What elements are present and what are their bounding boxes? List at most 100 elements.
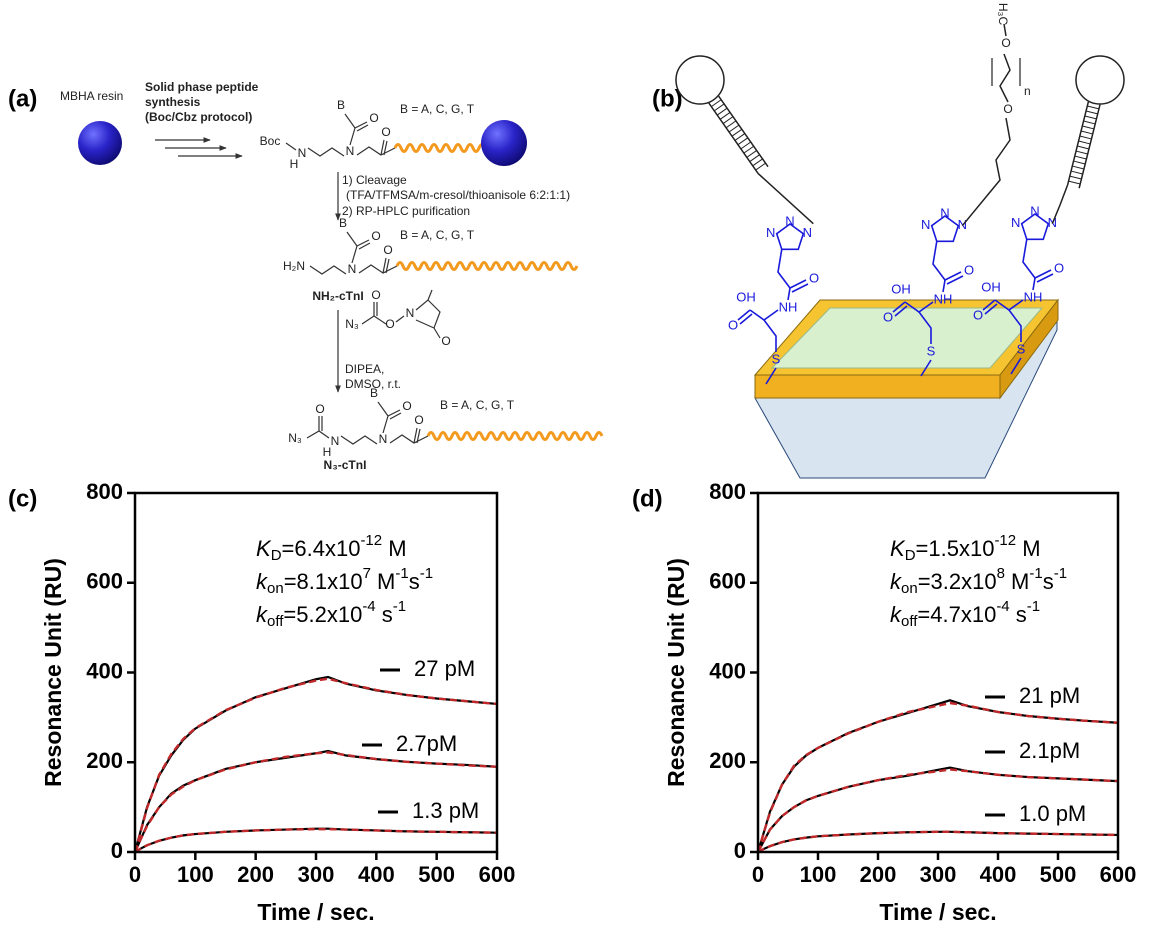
label: H <box>290 157 299 171</box>
x-tick-label: 200 <box>860 862 897 887</box>
bond <box>309 265 347 275</box>
x-tick-label: 0 <box>752 862 764 887</box>
label: (a) <box>8 85 37 112</box>
label: 1) Cleavage <box>342 173 407 187</box>
bond <box>791 283 809 293</box>
annotation-part: off <box>901 613 918 630</box>
bond <box>356 124 369 132</box>
bond <box>361 315 387 325</box>
bond <box>737 137 749 146</box>
resin-bead <box>78 121 122 165</box>
bond <box>1075 150 1088 155</box>
bond <box>944 271 962 281</box>
bond <box>722 116 734 124</box>
annotation-part: M <box>382 536 406 561</box>
bond <box>749 309 779 321</box>
annotation-part: M <box>1016 536 1040 561</box>
bond <box>389 434 429 444</box>
x-tick-label: 400 <box>980 862 1017 887</box>
bond <box>713 103 725 112</box>
annotation-part: -1 <box>393 598 406 615</box>
label: B <box>339 216 347 230</box>
annotation-part: 8 <box>997 565 1005 582</box>
y-tick-label: 800 <box>86 479 123 504</box>
label: N <box>346 144 355 158</box>
bond <box>711 99 722 108</box>
annotation-part: -1 <box>1054 565 1067 582</box>
label: N <box>298 146 307 160</box>
annotation-part: -4 <box>362 598 375 615</box>
legend-label: 27 pM <box>414 656 475 681</box>
bond <box>1034 269 1052 279</box>
label: DMSO, r.t. <box>345 377 401 391</box>
bond <box>1008 309 1022 342</box>
bond <box>427 289 433 301</box>
annotation-part: =5.2x10 <box>283 602 362 627</box>
y-tick-label: 200 <box>709 748 746 773</box>
y-tick-label: 600 <box>709 569 746 594</box>
bond <box>1074 155 1087 160</box>
label: O <box>383 243 392 257</box>
bond <box>749 154 760 162</box>
label: N <box>1030 203 1039 218</box>
legend-label: 1.3 pM <box>412 798 479 823</box>
label: Solid phase peptide <box>145 80 259 94</box>
annotation-part: on <box>267 580 284 597</box>
label: OH <box>981 279 1001 294</box>
bond <box>1073 160 1086 165</box>
label: N <box>803 225 812 240</box>
bond <box>789 279 807 289</box>
bond <box>716 107 728 116</box>
annotation-part: =8.1x10 <box>284 569 363 594</box>
bond <box>433 327 441 339</box>
bond <box>718 95 769 168</box>
bond <box>1085 110 1098 115</box>
bond <box>395 315 405 323</box>
series-line <box>756 699 1119 853</box>
label: NH <box>779 299 798 314</box>
annotation-part: -1 <box>420 565 433 582</box>
pna-strand <box>393 143 487 153</box>
bond <box>737 309 751 321</box>
label: H <box>323 445 332 459</box>
annotation-part: 7 <box>363 565 371 582</box>
annotation: kon=3.2x108 M-1s-1 <box>890 565 1067 597</box>
label: OH <box>736 289 756 304</box>
bond <box>1083 120 1096 125</box>
annotation-part: M <box>1005 569 1029 594</box>
bond <box>982 299 996 311</box>
label: OH <box>891 281 911 296</box>
gold-front <box>754 374 1001 399</box>
label: n <box>1024 84 1031 98</box>
label: O <box>402 399 411 413</box>
bond <box>894 305 908 317</box>
y-tick-label: 800 <box>709 479 746 504</box>
bond <box>340 435 378 445</box>
annotation-part: =6.4x10 <box>282 536 361 561</box>
annotation-part: s <box>1043 569 1054 594</box>
x-tick-label: 300 <box>298 862 335 887</box>
y-tick-label: 200 <box>86 748 123 773</box>
label: O <box>964 262 974 277</box>
x-tick-label: 200 <box>237 862 274 887</box>
bond <box>1080 130 1093 135</box>
series-line <box>757 830 1119 854</box>
label: N₃-cTnI <box>324 458 367 472</box>
bond <box>285 142 297 151</box>
bond <box>1072 165 1085 170</box>
label: H₃C <box>996 3 1010 26</box>
label: O <box>973 307 983 322</box>
bond <box>932 241 946 281</box>
series-line <box>133 677 498 853</box>
label: N <box>940 205 949 220</box>
annotation-part: -1 <box>395 565 408 582</box>
y-tick-label: 600 <box>86 569 123 594</box>
bond <box>344 113 356 146</box>
bond <box>356 146 396 156</box>
label: O <box>414 413 423 427</box>
bond <box>380 139 385 156</box>
bond <box>413 427 418 444</box>
bond <box>984 303 998 315</box>
bond <box>346 231 358 264</box>
